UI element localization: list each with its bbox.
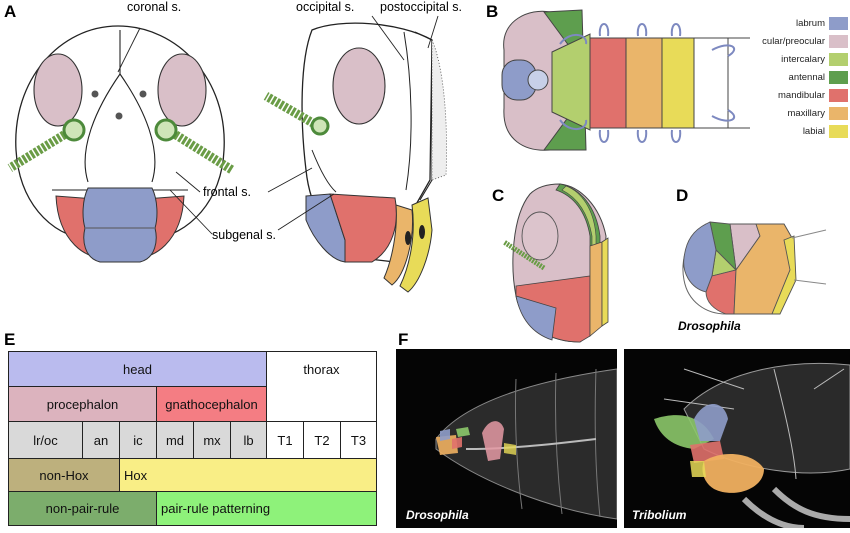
panel-c-head <box>502 183 609 343</box>
table-cell-gnathocephalon: gnathocephalon <box>156 386 267 422</box>
labium-lateral <box>399 197 433 293</box>
panel-label-e: E <box>4 330 16 349</box>
legend-item-ocular: cular/preocular <box>754 32 848 50</box>
legend-swatch <box>829 70 848 84</box>
antennal-buds <box>559 34 588 130</box>
legend-swatch <box>829 106 848 120</box>
legend-item-mandibular: mandibular <box>754 86 848 104</box>
labial-segment <box>661 37 695 129</box>
micrograph-tribolium-image <box>654 362 850 531</box>
antenna-lateral <box>263 92 321 130</box>
micrograph-label-drosophila: Drosophila <box>406 508 469 522</box>
table-cell-segment-lroc: lr/oc <box>8 421 83 459</box>
maxillary-band <box>589 241 603 337</box>
table-cell-pair-rule: pair-rule patterning <box>156 491 377 526</box>
stomodeum <box>527 69 549 91</box>
legend-label: labial <box>802 125 825 137</box>
table-cell-thorax: thorax <box>266 351 377 387</box>
table-cell-segment-ic: ic <box>119 421 157 459</box>
label-coronal-suture: coronal s. <box>127 0 182 14</box>
occipital-suture <box>403 31 412 191</box>
table-cell-segment-t2: T2 <box>303 421 341 459</box>
table-cell-segment-md: md <box>156 421 194 459</box>
legend-swatch <box>829 52 848 66</box>
labrum-frontal <box>82 187 158 263</box>
eye-lateral <box>332 47 386 125</box>
antenna-c <box>502 239 546 271</box>
labial-band <box>601 237 609 327</box>
table-cell-segment-t3: T3 <box>340 421 377 459</box>
label-subgenal-suture: subgenal s. <box>212 228 276 242</box>
antenna-right <box>165 126 235 174</box>
intercalary-region <box>551 33 591 131</box>
table-cell-non-pair-rule: non-pair-rule <box>8 491 157 526</box>
micrograph-tribolium: Tribolium <box>624 349 850 531</box>
table-cell-thorax-spacer <box>266 386 377 422</box>
neck-stipple <box>431 39 447 181</box>
panel-a-drawing <box>7 15 447 293</box>
micrograph-drosophila: Drosophila <box>396 349 618 528</box>
panel-d-caption: Drosophila <box>678 319 741 333</box>
legend-label: intercalary <box>781 53 825 65</box>
labrum-c <box>515 295 557 341</box>
label-occipital-suture: occipital s. <box>296 0 355 14</box>
table-cell-segment-lb: lb <box>230 421 267 459</box>
panel-label-f: F <box>398 330 409 349</box>
table-cell-non-hox: non-Hox <box>8 458 120 492</box>
table-cell-hox: Hox <box>119 458 377 492</box>
eye-right <box>157 53 207 127</box>
legend-swatch <box>829 16 848 30</box>
limb-buds <box>598 23 735 143</box>
legend-swatch <box>829 124 848 138</box>
antennal-socket-right <box>154 118 178 142</box>
antennal-socket-left <box>62 118 86 142</box>
legend-item-intercalary: intercalary <box>754 50 848 68</box>
panel-d-drosophila-head <box>682 221 827 315</box>
mandible-lateral <box>329 193 397 263</box>
legend-swatch <box>829 34 848 48</box>
ocellus-right <box>139 90 147 98</box>
table-cell-segment-t1: T1 <box>266 421 304 459</box>
micrograph-label-tribolium: Tribolium <box>632 508 687 522</box>
antennal-socket-lateral <box>310 116 330 136</box>
label-postoccipital-suture: postoccipital s. <box>380 0 462 14</box>
panel-label-a: A <box>4 2 17 21</box>
table-cell-segment-an: an <box>82 421 120 459</box>
legend-item-maxillary: maxillary <box>754 104 848 122</box>
legend-label: maxillary <box>787 107 825 119</box>
legend-label: cular/preocular <box>762 35 825 47</box>
legend-item-labial: labial <box>754 122 848 140</box>
maxilla-lateral <box>383 204 414 286</box>
frontal-suture-lateral <box>311 149 337 193</box>
eye-left <box>33 53 83 127</box>
thoracic-segment <box>693 37 729 129</box>
legend-label: antennal <box>788 71 825 83</box>
frontal-suture <box>84 73 156 183</box>
panel-label-b: B <box>486 2 499 21</box>
labial-d <box>771 235 797 315</box>
legend-item-antennal: antennal <box>754 68 848 86</box>
micrograph-drosophila-image <box>435 368 618 520</box>
maxillary-segment <box>625 37 663 129</box>
table-cell-segment-mx: mx <box>193 421 231 459</box>
panel-b-embryo <box>501 9 750 151</box>
legend-swatch <box>829 88 848 102</box>
table-cell-procephalon: procephalon <box>8 386 157 422</box>
legend-label: labrum <box>795 17 825 29</box>
mandibular-segment <box>589 37 627 129</box>
antenna-left <box>7 126 75 172</box>
label-frontal-suture: frontal s. <box>203 185 251 199</box>
segment-legend: labrum cular/preocular intercalary anten… <box>754 14 848 140</box>
legend-label: mandibular <box>778 89 825 101</box>
ocellus-median <box>115 112 123 120</box>
table-cell-head: head <box>8 351 267 387</box>
panel-label-d: D <box>676 186 689 205</box>
legend-item-labrum: labrum <box>754 14 848 32</box>
panel-label-c: C <box>492 186 505 205</box>
ocellus-left <box>91 90 99 98</box>
eye-c <box>521 211 559 261</box>
